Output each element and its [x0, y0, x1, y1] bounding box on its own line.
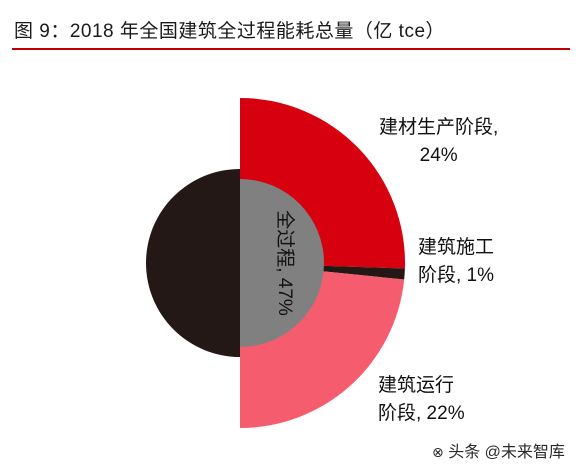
total-inner-disc — [240, 179, 324, 347]
watermark-icon: ⊗ — [432, 444, 444, 460]
page-title: 图 9：2018 年全国建筑全过程能耗总量（亿 tce） — [14, 21, 446, 42]
total-half-disc — [146, 169, 240, 357]
title-divider — [12, 48, 570, 50]
label-construction: 建筑施工 阶段, 1% — [418, 237, 495, 286]
center-label: 全过程, 47% — [274, 210, 296, 316]
label-building-materials: 建材生产阶段, 24% — [379, 117, 499, 166]
watermark: ⊗ 头条 @未来智库 — [432, 444, 565, 461]
label-operation: 建筑运行 阶段, 22% — [378, 375, 465, 424]
